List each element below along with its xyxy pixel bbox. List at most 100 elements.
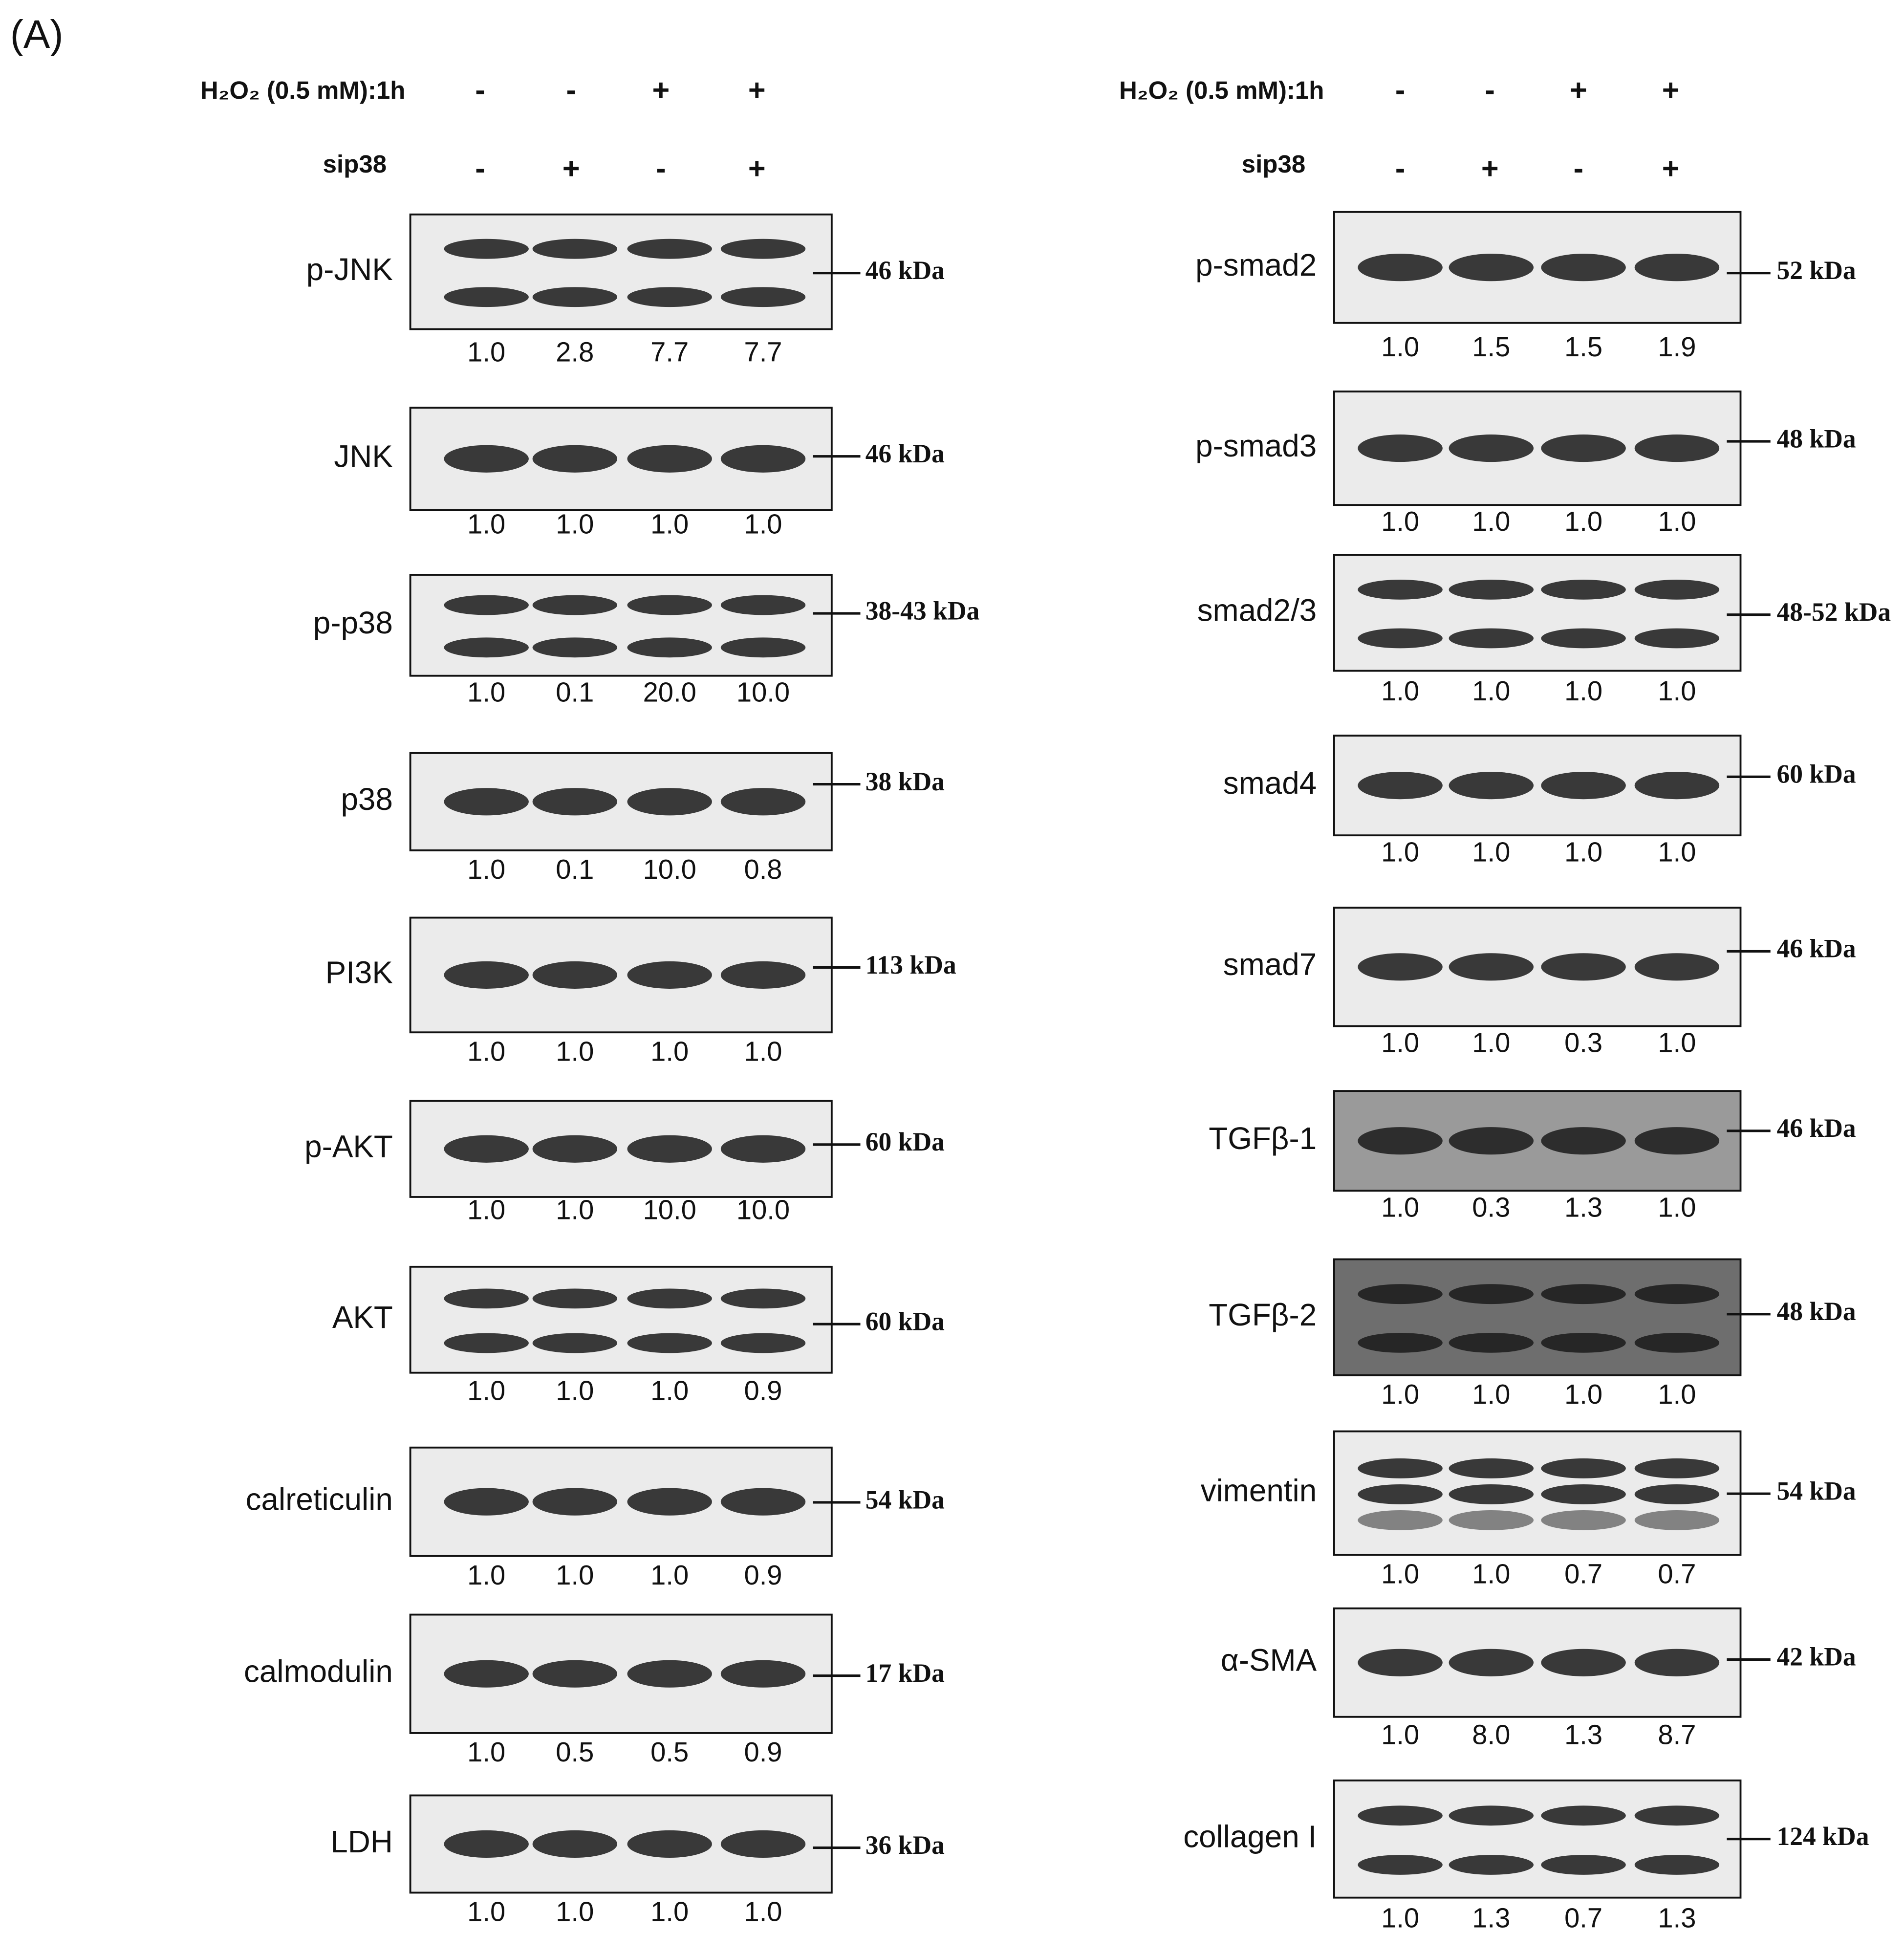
band	[1449, 434, 1534, 462]
band	[627, 1488, 712, 1516]
sirna-sign: +	[563, 152, 580, 185]
band	[1358, 1649, 1443, 1676]
molecular-weight: 113 kDa	[865, 950, 956, 979]
blot	[1333, 554, 1742, 672]
quantification: 1.5	[1564, 331, 1602, 362]
sirna-label: sip38	[1242, 150, 1305, 178]
molecular-weight: 48 kDa	[1777, 1297, 1856, 1326]
band	[720, 1488, 806, 1516]
band	[1634, 772, 1720, 800]
band	[1358, 1332, 1443, 1353]
treatment-sign: -	[475, 73, 485, 107]
treatment-label: H₂O₂ (0.5 mM):1h	[200, 76, 405, 104]
band	[444, 445, 529, 473]
band	[1541, 1649, 1626, 1676]
quantification: 1.0	[556, 1194, 594, 1225]
blot	[1333, 1090, 1742, 1192]
treatment-sign: +	[1570, 73, 1587, 107]
band	[1634, 1284, 1720, 1304]
quantification: 1.3	[1564, 1719, 1602, 1750]
band	[627, 1135, 712, 1163]
molecular-weight: 38 kDa	[865, 767, 945, 796]
molecular-weight: 46 kDa	[865, 439, 945, 468]
band	[720, 287, 806, 307]
band	[1541, 579, 1626, 600]
band	[1358, 1284, 1443, 1304]
band	[1541, 772, 1626, 800]
band	[1449, 772, 1534, 800]
band	[1358, 1510, 1443, 1530]
quantification: 0.7	[1564, 1558, 1602, 1589]
quantification: 2.8	[556, 336, 594, 367]
band	[1634, 628, 1720, 649]
quantification: 1.0	[467, 1896, 505, 1927]
quantification: 1.0	[1658, 836, 1696, 867]
quantification: 1.0	[467, 1194, 505, 1225]
quantification: 0.9	[744, 1375, 782, 1406]
band	[1634, 1484, 1720, 1504]
band	[720, 1135, 806, 1163]
quantification: 1.0	[1381, 331, 1419, 362]
quantification: 0.1	[556, 854, 594, 885]
quantification: 0.7	[1658, 1558, 1696, 1589]
band	[1358, 1484, 1443, 1504]
protein-label: collagen I	[1183, 1819, 1317, 1854]
band	[720, 637, 806, 658]
molecular-weight: 46 kDa	[1777, 1113, 1856, 1143]
quantification: 10.0	[643, 1194, 696, 1225]
band	[1449, 254, 1534, 282]
quantification: 7.7	[744, 336, 782, 367]
band	[532, 637, 618, 658]
blot	[1333, 1779, 1742, 1899]
band	[1634, 953, 1720, 981]
quantification: 1.0	[744, 1036, 782, 1066]
quantification: 1.0	[1564, 506, 1602, 537]
band	[444, 1288, 529, 1309]
quantification: 1.0	[556, 508, 594, 539]
protein-label: smad4	[1223, 765, 1317, 801]
band	[532, 1660, 618, 1688]
band	[1358, 434, 1443, 462]
band	[444, 287, 529, 307]
band	[1541, 1332, 1626, 1353]
band	[1449, 1510, 1534, 1530]
quantification: 1.0	[467, 1375, 505, 1406]
band	[1449, 1855, 1534, 1875]
band	[444, 239, 529, 259]
band	[1634, 1332, 1720, 1353]
molecular-weight: 48-52 kDa	[1777, 597, 1891, 627]
band	[444, 1830, 529, 1858]
quantification: 1.0	[1381, 1558, 1419, 1589]
molecular-weight: 60 kDa	[865, 1127, 945, 1156]
blot-image	[409, 213, 833, 330]
quantification: 1.0	[1381, 1719, 1419, 1750]
band	[1358, 772, 1443, 800]
molecular-weight: 60 kDa	[865, 1306, 945, 1336]
blot-image	[1333, 1258, 1742, 1376]
quantification: 1.0	[467, 1560, 505, 1590]
quantification: 1.0	[467, 508, 505, 539]
band	[1358, 1127, 1443, 1155]
blot	[1333, 735, 1742, 837]
quantification: 1.0	[1472, 1027, 1510, 1058]
blot-image	[409, 574, 833, 677]
sirna-sign: +	[1662, 152, 1680, 185]
quantification: 1.0	[1381, 1379, 1419, 1410]
treatment-sign: +	[652, 73, 670, 107]
quantification: 1.0	[1472, 1558, 1510, 1589]
quantification: 1.0	[650, 508, 689, 539]
quantification: 1.0	[1381, 1027, 1419, 1058]
quantification: 1.0	[467, 1036, 505, 1066]
protein-label: JNK	[334, 439, 392, 474]
quantification: 1.0	[1658, 506, 1696, 537]
band	[1634, 579, 1720, 600]
quantification: 0.8	[744, 854, 782, 885]
blot	[409, 1794, 833, 1894]
band	[720, 239, 806, 259]
sirna-sign: +	[1481, 152, 1499, 185]
quantification: 1.0	[1381, 1192, 1419, 1222]
band	[1358, 953, 1443, 981]
protein-label: TGFβ-1	[1209, 1121, 1317, 1156]
protein-label: α-SMA	[1221, 1643, 1317, 1678]
quantification: 1.0	[1381, 1902, 1419, 1933]
